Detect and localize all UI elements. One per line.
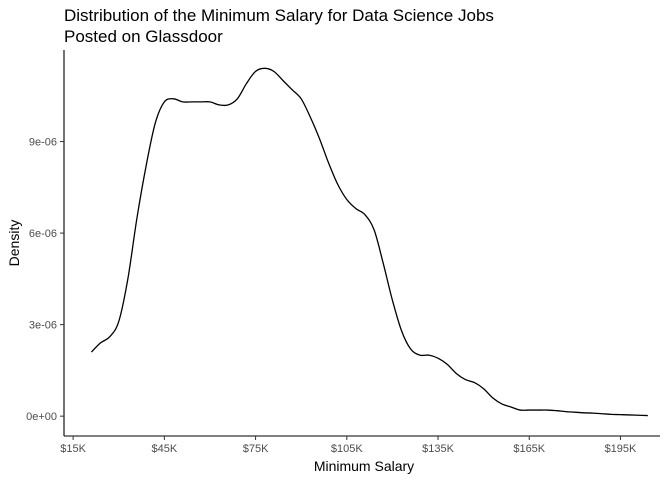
x-tick-label: $75K — [243, 443, 269, 455]
x-tick-label: $165K — [513, 443, 545, 455]
density-line — [90, 67, 648, 417]
axes: 0e+00 3e-06 6e-06 9e-06 $15K $45K $75K $105K $13… — [26, 50, 660, 455]
y-tick-label: 0e+00 — [26, 411, 57, 423]
plot-area — [90, 67, 648, 417]
y-tick-label: 9e-06 — [29, 137, 57, 149]
chart-title: Distribution of the Minimum Salary for D… — [64, 5, 494, 47]
x-axis-title: Minimum Salary — [314, 458, 414, 474]
x-tick-label: $195K — [605, 443, 637, 455]
x-tick-label: $45K — [151, 443, 177, 455]
x-tick-label: $105K — [331, 443, 363, 455]
y-tick-label: 3e-06 — [29, 320, 57, 332]
chart-title-line-1: Distribution of the Minimum Salary for D… — [64, 6, 494, 25]
chart-title-line-2: Posted on Glassdoor — [64, 27, 223, 46]
x-tick-label: $135K — [422, 443, 454, 455]
y-axis-title: Density — [6, 220, 22, 267]
y-tick-label: 6e-06 — [29, 228, 57, 240]
x-tick-label: $15K — [60, 443, 86, 455]
